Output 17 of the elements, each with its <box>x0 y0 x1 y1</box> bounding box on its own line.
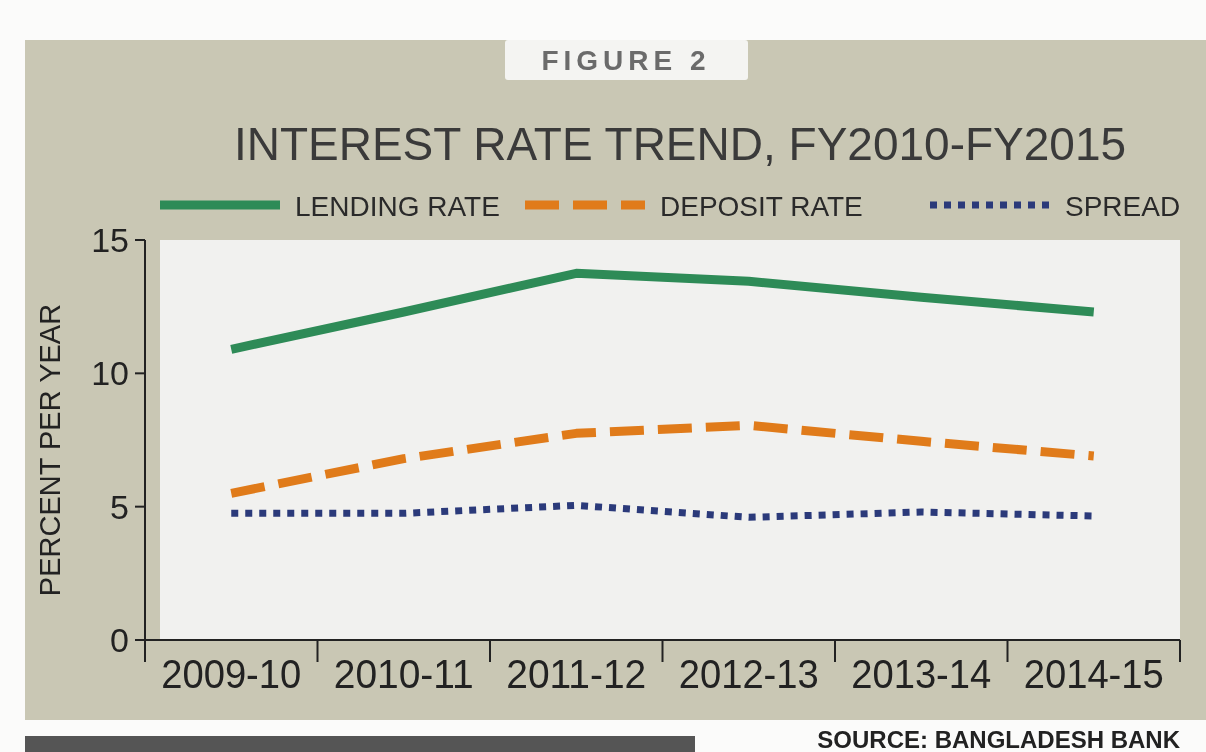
legend-label: LENDING RATE <box>295 191 500 222</box>
x-tick-label: 2010-11 <box>333 652 478 696</box>
y-tick-label: 15 <box>91 220 129 259</box>
legend-label: DEPOSIT RATE <box>660 191 863 222</box>
chart-title: INTEREST RATE TREND, FY2010-FY2015 <box>233 118 1127 170</box>
y-tick-label: 5 <box>110 487 129 526</box>
y-axis-title: PERCENT PER YEAR <box>34 303 66 597</box>
chart-subtitle: FIGURE 2 <box>541 45 711 76</box>
y-tick-label: 10 <box>91 354 129 393</box>
x-tick-label: 2009-10 <box>161 652 309 696</box>
source-note: SOURCE: BANGLADESH BANK <box>817 726 1181 752</box>
legend-label: SPREAD <box>1065 191 1181 222</box>
x-tick-label: 2014-15 <box>1023 652 1171 696</box>
x-tick-label: 2012-13 <box>678 652 826 696</box>
y-tick-label: 0 <box>110 620 129 659</box>
x-tick-label: 2013-14 <box>851 652 999 696</box>
x-tick-label: 2011-12 <box>506 652 651 696</box>
